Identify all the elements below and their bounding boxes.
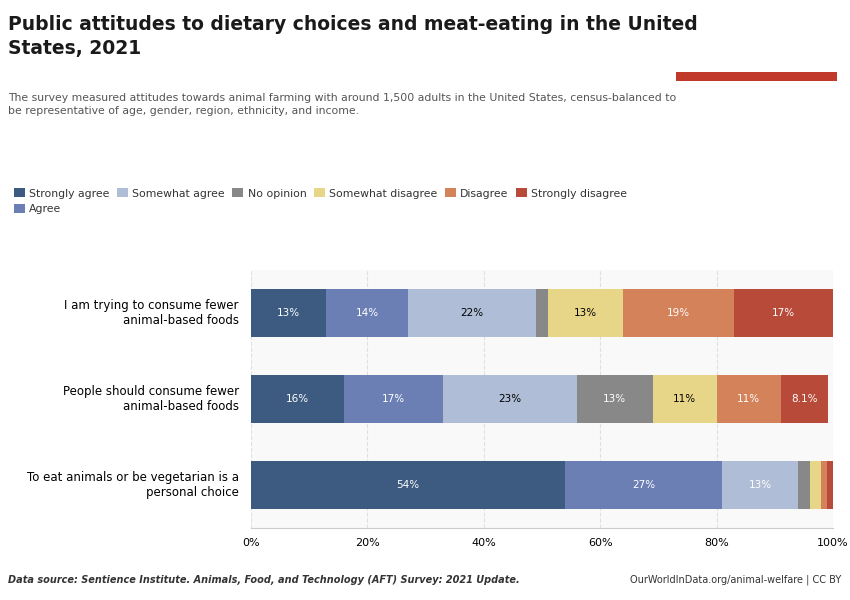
- Bar: [565, 461, 722, 509]
- Bar: [821, 461, 827, 509]
- Bar: [547, 289, 623, 337]
- Text: 13%: 13%: [749, 480, 772, 490]
- Bar: [734, 289, 833, 337]
- Text: 22%: 22%: [461, 308, 484, 318]
- Text: Public attitudes to dietary choices and meat-eating in the United
States, 2021: Public attitudes to dietary choices and …: [8, 15, 698, 58]
- Bar: [443, 376, 577, 422]
- Bar: [676, 72, 837, 81]
- Bar: [577, 376, 653, 422]
- Text: 27%: 27%: [632, 480, 655, 490]
- Bar: [344, 376, 443, 422]
- Bar: [810, 461, 821, 509]
- Text: Our World: Our World: [721, 25, 792, 38]
- Text: in Data: in Data: [731, 48, 782, 61]
- Text: The survey measured attitudes towards animal farming with around 1,500 adults in: The survey measured attitudes towards an…: [8, 93, 677, 116]
- Text: 23%: 23%: [498, 394, 521, 404]
- Text: 14%: 14%: [355, 308, 379, 318]
- Text: 11%: 11%: [673, 394, 696, 404]
- Bar: [722, 461, 798, 509]
- Text: 13%: 13%: [574, 308, 597, 318]
- Bar: [827, 461, 833, 509]
- Bar: [653, 376, 717, 422]
- Bar: [536, 289, 547, 337]
- Bar: [251, 289, 326, 337]
- Bar: [717, 376, 780, 422]
- Legend: Strongly agree, Agree, Somewhat agree, No opinion, Somewhat disagree, Disagree, : Strongly agree, Agree, Somewhat agree, N…: [14, 188, 627, 214]
- Bar: [798, 461, 810, 509]
- Text: 17%: 17%: [382, 394, 405, 404]
- Text: 11%: 11%: [737, 394, 760, 404]
- Text: 13%: 13%: [604, 394, 626, 404]
- Bar: [623, 289, 734, 337]
- Bar: [408, 289, 536, 337]
- Bar: [251, 376, 344, 422]
- Text: OurWorldInData.org/animal-welfare | CC BY: OurWorldInData.org/animal-welfare | CC B…: [630, 575, 842, 585]
- Bar: [326, 289, 408, 337]
- Text: 13%: 13%: [277, 308, 300, 318]
- Text: 16%: 16%: [286, 394, 309, 404]
- Text: 17%: 17%: [772, 308, 795, 318]
- Text: 19%: 19%: [667, 308, 690, 318]
- Bar: [780, 376, 828, 422]
- Text: Data source: Sentience Institute. Animals, Food, and Technology (AFT) Survey: 20: Data source: Sentience Institute. Animal…: [8, 575, 520, 585]
- Text: 54%: 54%: [396, 480, 420, 490]
- Bar: [251, 461, 565, 509]
- Text: 8.1%: 8.1%: [791, 394, 818, 404]
